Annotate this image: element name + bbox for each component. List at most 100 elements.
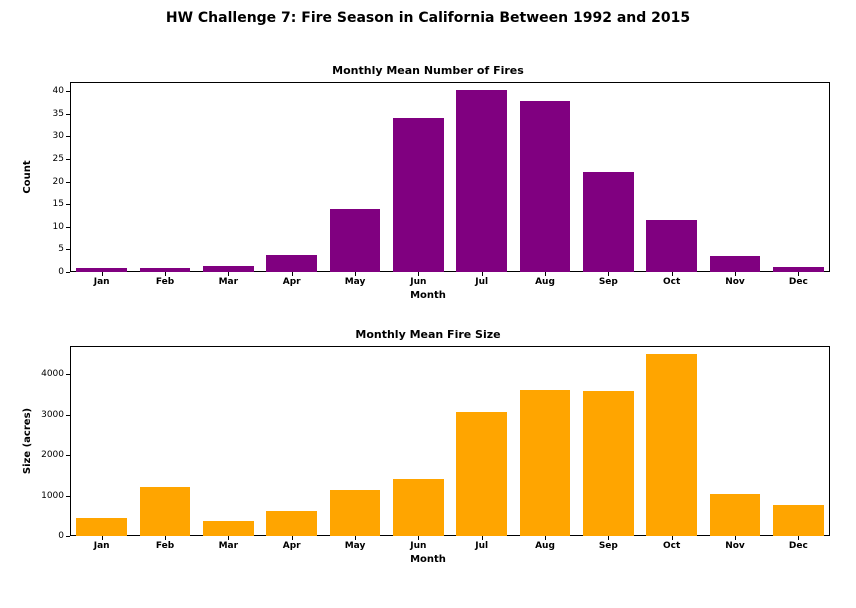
top-chart-xtick-label: Oct bbox=[663, 277, 680, 287]
top-chart-xtick-label: Jul bbox=[475, 277, 488, 287]
top-chart-bar bbox=[203, 266, 254, 272]
top-chart-panel bbox=[70, 82, 830, 272]
top-chart-xtick-mark bbox=[482, 272, 483, 276]
top-chart-ytick-label: 25 bbox=[24, 154, 64, 164]
top-chart-ytick-mark bbox=[66, 159, 70, 160]
bottom-chart-ytick-label: 1000 bbox=[24, 491, 64, 501]
top-chart-bar bbox=[710, 256, 761, 272]
bottom-chart-ytick-mark bbox=[66, 374, 70, 375]
bottom-chart-bar bbox=[203, 521, 254, 536]
top-chart-xtick-mark bbox=[355, 272, 356, 276]
top-chart-ytick-mark bbox=[66, 227, 70, 228]
top-chart-xtick-mark bbox=[735, 272, 736, 276]
top-chart-xtick-mark bbox=[672, 272, 673, 276]
top-chart-ytick-label: 35 bbox=[24, 109, 64, 119]
top-chart-xtick-mark bbox=[608, 272, 609, 276]
bottom-chart-xtick-mark bbox=[482, 536, 483, 540]
top-chart-ytick-label: 0 bbox=[24, 267, 64, 277]
top-chart-xtick-label: Mar bbox=[219, 277, 238, 287]
bottom-chart-xtick-label: Feb bbox=[156, 541, 174, 551]
bottom-chart-xtick-mark bbox=[102, 536, 103, 540]
bottom-chart-xtick-label: Nov bbox=[725, 541, 745, 551]
bottom-chart-ytick-label: 3000 bbox=[24, 410, 64, 420]
top-chart-ytick-mark bbox=[66, 182, 70, 183]
bottom-chart-ytick-mark bbox=[66, 496, 70, 497]
top-chart-ytick-mark bbox=[66, 114, 70, 115]
top-chart-bar bbox=[520, 101, 571, 272]
top-chart-ytick-mark bbox=[66, 249, 70, 250]
top-chart-bar bbox=[266, 255, 317, 272]
top-chart-xtick-label: Aug bbox=[535, 277, 555, 287]
bottom-chart-ytick-mark bbox=[66, 536, 70, 537]
bottom-chart-ytick-label: 0 bbox=[24, 531, 64, 541]
top-chart-xtick-label: Sep bbox=[599, 277, 618, 287]
bottom-chart-ytick-label: 2000 bbox=[24, 450, 64, 460]
bottom-chart-xtick-mark bbox=[165, 536, 166, 540]
bottom-chart-ytick-mark bbox=[66, 415, 70, 416]
bottom-chart-xtick-label: Jan bbox=[94, 541, 110, 551]
bottom-chart-xlabel: Month bbox=[0, 554, 856, 565]
bottom-chart-xtick-mark bbox=[418, 536, 419, 540]
bottom-chart-xtick-label: Dec bbox=[789, 541, 808, 551]
bottom-chart-xtick-mark bbox=[608, 536, 609, 540]
bottom-chart-bar bbox=[710, 494, 761, 536]
top-chart-xtick-label: Feb bbox=[156, 277, 174, 287]
bottom-chart-xtick-label: Apr bbox=[283, 541, 301, 551]
top-chart-xtick-label: Jun bbox=[410, 277, 426, 287]
bottom-chart-bar bbox=[140, 487, 191, 536]
bottom-chart-bar bbox=[583, 391, 634, 536]
bottom-chart-xtick-mark bbox=[672, 536, 673, 540]
bottom-chart-xtick-label: Jun bbox=[410, 541, 426, 551]
top-chart-ytick-label: 5 bbox=[24, 244, 64, 254]
bottom-chart-bar bbox=[266, 511, 317, 536]
top-chart-xtick-mark bbox=[165, 272, 166, 276]
top-chart-ytick-label: 40 bbox=[24, 86, 64, 96]
bottom-chart-xtick-mark bbox=[545, 536, 546, 540]
bottom-chart-xtick-label: Oct bbox=[663, 541, 680, 551]
bottom-chart-ytick-label: 4000 bbox=[24, 369, 64, 379]
top-chart-bar bbox=[393, 118, 444, 272]
top-chart-xlabel: Month bbox=[0, 290, 856, 301]
top-chart-bar bbox=[76, 268, 127, 272]
top-chart-xtick-mark bbox=[292, 272, 293, 276]
bottom-chart-xtick-mark bbox=[735, 536, 736, 540]
top-chart-ytick-mark bbox=[66, 204, 70, 205]
top-chart-bar bbox=[456, 90, 507, 272]
top-chart-ytick-mark bbox=[66, 272, 70, 273]
bottom-chart-xtick-mark bbox=[355, 536, 356, 540]
bottom-chart-bar bbox=[330, 490, 381, 536]
figure-suptitle: HW Challenge 7: Fire Season in Californi… bbox=[0, 10, 856, 26]
top-chart-ytick-label: 10 bbox=[24, 222, 64, 232]
bottom-chart-xtick-label: Sep bbox=[599, 541, 618, 551]
top-chart-bar bbox=[330, 209, 381, 272]
bottom-chart-bar bbox=[520, 390, 571, 536]
top-chart-xtick-mark bbox=[228, 272, 229, 276]
top-chart-xtick-label: Apr bbox=[283, 277, 301, 287]
figure: HW Challenge 7: Fire Season in Californi… bbox=[0, 0, 856, 608]
top-chart-xtick-label: Dec bbox=[789, 277, 808, 287]
top-chart-xtick-label: Jan bbox=[94, 277, 110, 287]
top-chart-xtick-mark bbox=[418, 272, 419, 276]
bottom-chart-bar bbox=[646, 354, 697, 536]
top-chart-xtick-label: May bbox=[345, 277, 366, 287]
bottom-chart-xtick-label: Jul bbox=[475, 541, 488, 551]
bottom-chart-ytick-mark bbox=[66, 455, 70, 456]
bottom-chart-xtick-mark bbox=[292, 536, 293, 540]
top-chart-bar bbox=[646, 220, 697, 272]
top-chart-ytick-mark bbox=[66, 91, 70, 92]
top-chart-ytick-label: 30 bbox=[24, 131, 64, 141]
bottom-chart-xtick-mark bbox=[228, 536, 229, 540]
bottom-chart-bar bbox=[76, 518, 127, 536]
top-chart-title: Monthly Mean Number of Fires bbox=[0, 64, 856, 77]
bottom-chart-title: Monthly Mean Fire Size bbox=[0, 328, 856, 341]
top-chart-xtick-mark bbox=[102, 272, 103, 276]
bottom-chart-bar bbox=[393, 479, 444, 536]
bottom-chart-bar bbox=[456, 412, 507, 536]
bottom-chart-xtick-mark bbox=[798, 536, 799, 540]
bottom-chart-xtick-label: Mar bbox=[219, 541, 238, 551]
top-chart-bar bbox=[140, 268, 191, 272]
bottom-chart-xtick-label: Aug bbox=[535, 541, 555, 551]
top-chart-ytick-label: 15 bbox=[24, 199, 64, 209]
top-chart-bar bbox=[773, 267, 824, 272]
top-chart-ytick-label: 20 bbox=[24, 177, 64, 187]
